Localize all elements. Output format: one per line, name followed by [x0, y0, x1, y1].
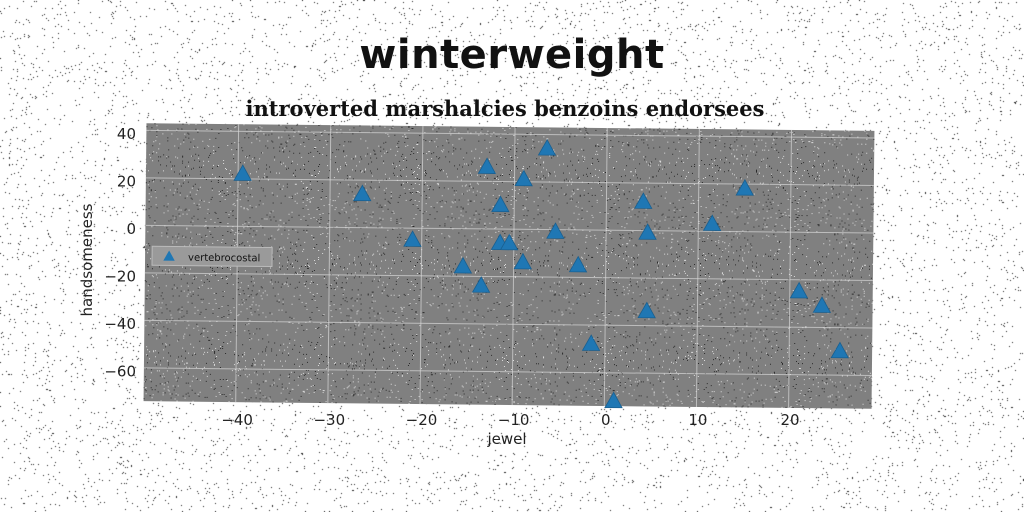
- x-tick-label: −40: [221, 411, 253, 429]
- x-tick-label: 0: [601, 411, 611, 429]
- x-tick-label: 20: [781, 411, 800, 429]
- x-axis-label: jewel: [486, 430, 526, 448]
- x-tick-label: −20: [406, 411, 438, 429]
- y-tick-label: 20: [117, 173, 136, 191]
- legend-label: vertebrocostal: [188, 253, 260, 265]
- y-tick-label: −60: [104, 363, 136, 381]
- x-tick-label: −30: [313, 411, 345, 429]
- y-tick-label: 0: [126, 220, 136, 238]
- x-tick-label: −10: [498, 411, 530, 429]
- y-axis-ticks: −60 −40 −20 0 20 40: [104, 125, 136, 381]
- x-tick-label: 10: [688, 411, 707, 429]
- y-axis-label: handsomeness: [78, 203, 96, 316]
- x-axis-ticks: −40 −30 −20 −10 0 10 20: [221, 411, 799, 429]
- y-tick-label: −40: [104, 315, 136, 333]
- legend: vertebrocostal: [152, 246, 272, 266]
- y-tick-label: 40: [117, 125, 136, 143]
- y-tick-label: −20: [104, 268, 136, 286]
